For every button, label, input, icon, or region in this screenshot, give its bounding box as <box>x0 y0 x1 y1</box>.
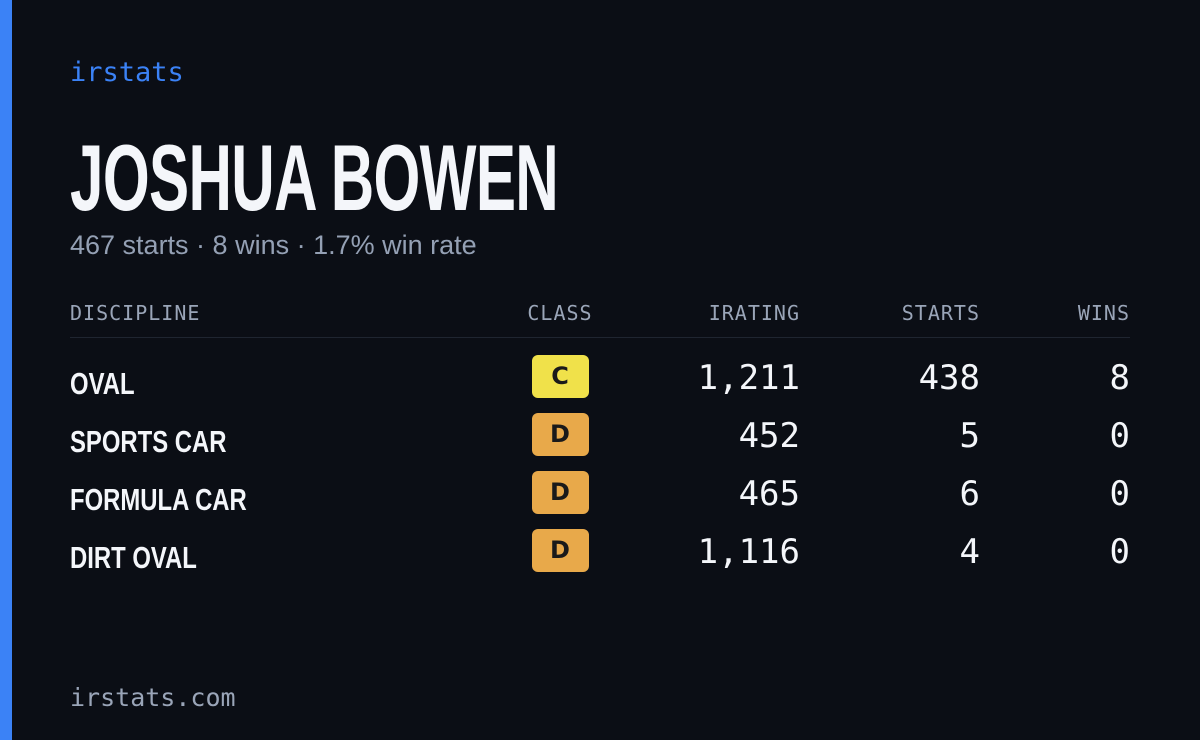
column-header: STARTS <box>901 301 980 325</box>
summary: 467 starts · 8 wins · 1.7% win rate <box>70 230 477 260</box>
class-badge: D <box>531 529 589 572</box>
stat-value: 452 <box>738 416 800 456</box>
stat-value: 8 <box>1109 358 1130 398</box>
accent-bar <box>0 0 12 740</box>
brand: irstats <box>70 57 184 88</box>
divider <box>70 337 1130 338</box>
discipline: FORMULA CAR <box>70 482 247 517</box>
stat-value: 6 <box>959 474 980 514</box>
discipline: DIRT OVAL <box>70 540 197 575</box>
stat-value: 438 <box>918 358 980 398</box>
stat-value: 1,211 <box>697 358 800 398</box>
class-badge: D <box>531 413 589 456</box>
class-badge: C <box>531 355 589 398</box>
stat-value: 1,116 <box>697 532 800 572</box>
stat-value: 0 <box>1109 532 1130 572</box>
stat-value: 465 <box>738 474 800 514</box>
column-header: IRATING <box>708 301 800 325</box>
class-badge: D <box>531 471 589 514</box>
driver-name: JOSHUA BOWEN <box>70 125 559 230</box>
stat-value: 4 <box>959 532 980 572</box>
column-header: DISCIPLINE <box>70 301 201 325</box>
footer: irstats.com <box>70 683 236 712</box>
column-header: WINS <box>1077 301 1130 325</box>
stat-value: 0 <box>1109 416 1130 456</box>
stat-value: 0 <box>1109 474 1130 514</box>
discipline: OVAL <box>70 366 135 401</box>
discipline: SPORTS CAR <box>70 424 227 459</box>
column-header: CLASS <box>527 301 593 325</box>
stat-value: 5 <box>959 416 980 456</box>
